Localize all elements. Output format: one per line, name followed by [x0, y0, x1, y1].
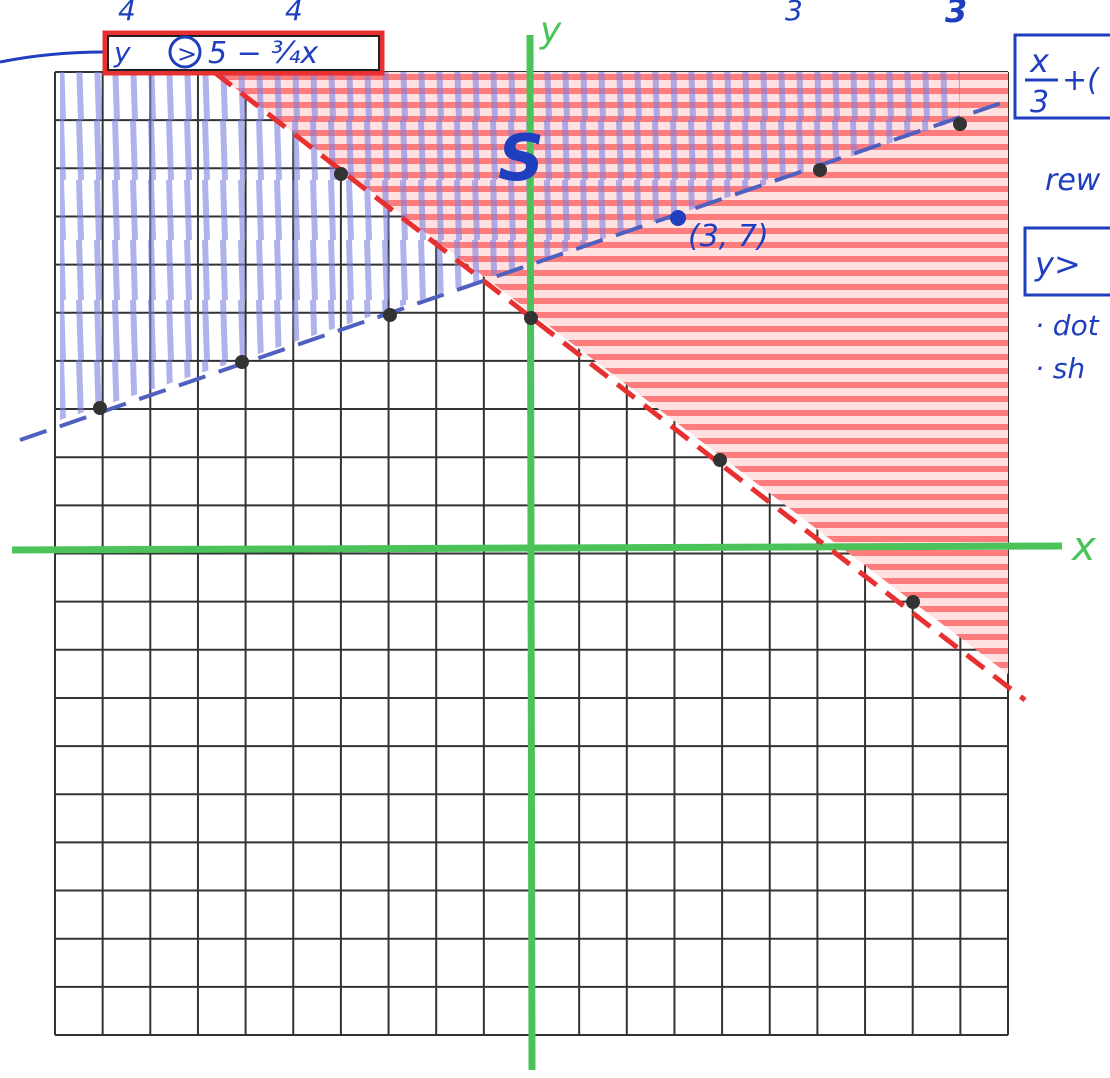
note-box-text: y> — [1034, 245, 1081, 283]
point — [953, 117, 967, 131]
y-axis-label: y — [539, 10, 562, 51]
note-bullet: · dot — [1035, 309, 1100, 342]
inequality-box — [102, 30, 385, 76]
note-word: rew — [1045, 163, 1101, 198]
inequality-box-inner — [107, 35, 380, 71]
top-number: 3 — [945, 0, 967, 30]
red-boundary — [212, 70, 1027, 702]
top-number: 3 — [785, 0, 803, 27]
blue-shading — [60, 72, 960, 420]
blue-boundary — [19, 98, 1011, 442]
x-axis — [11, 542, 1063, 554]
note-box — [1023, 226, 1110, 297]
x-axis-label: x — [1070, 524, 1096, 570]
fraction-rest: +( — [1062, 63, 1100, 98]
point — [235, 355, 249, 369]
y-axis — [526, 34, 536, 1071]
point — [524, 311, 538, 325]
point — [383, 308, 397, 322]
fraction-den: 3 — [1030, 85, 1049, 120]
fraction-num: x — [1029, 42, 1050, 80]
note-bullet: · sh — [1035, 352, 1085, 385]
point — [713, 453, 727, 467]
point — [906, 595, 920, 609]
top-number: 4 — [285, 0, 303, 27]
point — [93, 401, 107, 415]
top-number: 4 — [118, 0, 136, 27]
arrow-stroke — [0, 50, 106, 64]
point — [670, 210, 686, 226]
plotted-points — [93, 117, 967, 609]
region-label: S — [498, 122, 544, 196]
inequality-rhs: 5 − ¾x — [208, 36, 318, 71]
point — [334, 167, 348, 181]
sign-circle — [168, 35, 202, 69]
note-box — [1013, 33, 1110, 120]
inequality-sign: > — [177, 40, 197, 68]
point — [813, 163, 827, 177]
point-label: (3, 7) — [688, 219, 769, 254]
inequality-lhs: y — [113, 36, 131, 69]
